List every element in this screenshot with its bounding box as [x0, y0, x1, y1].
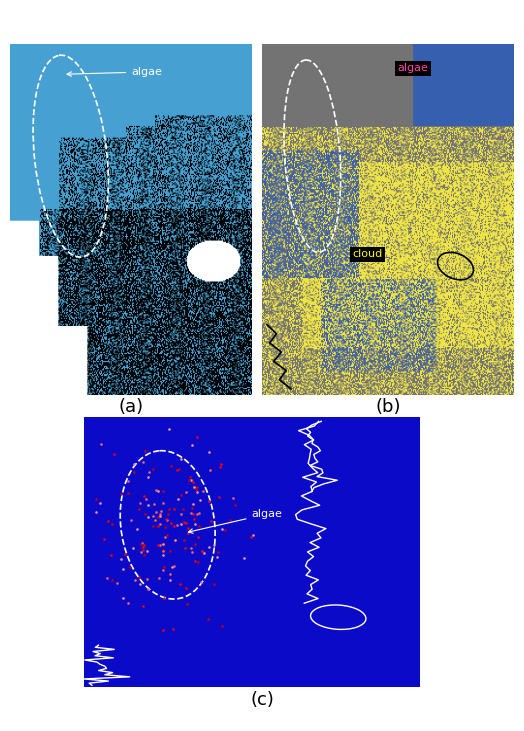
Text: cloud: cloud [353, 249, 383, 260]
Text: (c): (c) [250, 691, 274, 709]
Text: algae: algae [67, 67, 162, 77]
Text: algae: algae [188, 509, 282, 533]
Text: (b): (b) [375, 398, 400, 417]
Text: (a): (a) [118, 398, 144, 417]
Text: algae: algae [398, 64, 428, 73]
